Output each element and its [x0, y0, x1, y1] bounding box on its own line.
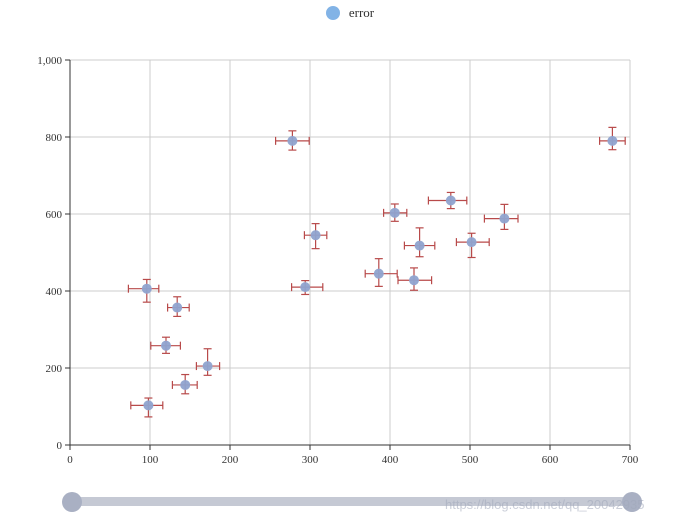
- scatter-point[interactable]: [161, 340, 171, 351]
- scatter-point[interactable]: [409, 275, 419, 286]
- scatter-point[interactable]: [466, 237, 477, 248]
- y-tick-label: 0: [57, 440, 63, 452]
- grid-lines: [70, 59, 631, 445]
- x-tick-label: 400: [382, 454, 399, 466]
- scatter-point[interactable]: [287, 135, 298, 146]
- legend-label: error: [348, 5, 375, 20]
- slider-track[interactable]: [70, 497, 632, 506]
- watermark: https://blog.csdn.net/qq_20042935: [445, 497, 645, 512]
- axes: [65, 59, 631, 450]
- slider-handle-start[interactable]: [62, 492, 82, 512]
- x-tick-label: 500: [462, 454, 479, 466]
- legend: error: [0, 3, 700, 23]
- y-tick-label: 400: [46, 286, 63, 298]
- x-tick-label: 100: [142, 454, 159, 466]
- x-tick-label: 300: [302, 454, 319, 466]
- scatter-point[interactable]: [180, 379, 191, 390]
- scatter-point[interactable]: [389, 207, 400, 218]
- scatter-point[interactable]: [445, 195, 456, 206]
- scatter-point[interactable]: [300, 282, 311, 293]
- data-zoom-slider[interactable]: [62, 492, 642, 512]
- y-tick-label: 200: [46, 363, 63, 375]
- y-tick-label: 800: [46, 132, 63, 144]
- x-tick-label: 700: [622, 454, 639, 466]
- slider-handle-end[interactable]: [622, 492, 642, 512]
- data-points[interactable]: [141, 135, 618, 411]
- scatter-point[interactable]: [499, 213, 510, 224]
- legend-marker-icon: [325, 6, 340, 20]
- scatter-point[interactable]: [310, 230, 321, 241]
- y-tick-label: 600: [46, 209, 63, 221]
- x-tick-label: 0: [67, 454, 73, 466]
- scatter-point[interactable]: [143, 400, 154, 411]
- tick-labels: 0 100 200 300 400 500 600 700 0 200 400 600 800 1,000: [37, 55, 639, 466]
- scatter-point[interactable]: [607, 135, 618, 146]
- scatter-point[interactable]: [373, 268, 384, 279]
- y-tick-label: 1,000: [37, 55, 62, 67]
- x-tick-label: 600: [542, 454, 559, 466]
- scatter-point[interactable]: [414, 240, 425, 251]
- x-tick-label: 200: [222, 454, 239, 466]
- legend-item-error[interactable]: error: [325, 5, 375, 21]
- scatter-point[interactable]: [202, 361, 213, 372]
- error-bars: [127, 126, 626, 418]
- error-bar: [303, 223, 328, 250]
- scatter-point[interactable]: [172, 302, 183, 313]
- scatter-point[interactable]: [141, 283, 152, 294]
